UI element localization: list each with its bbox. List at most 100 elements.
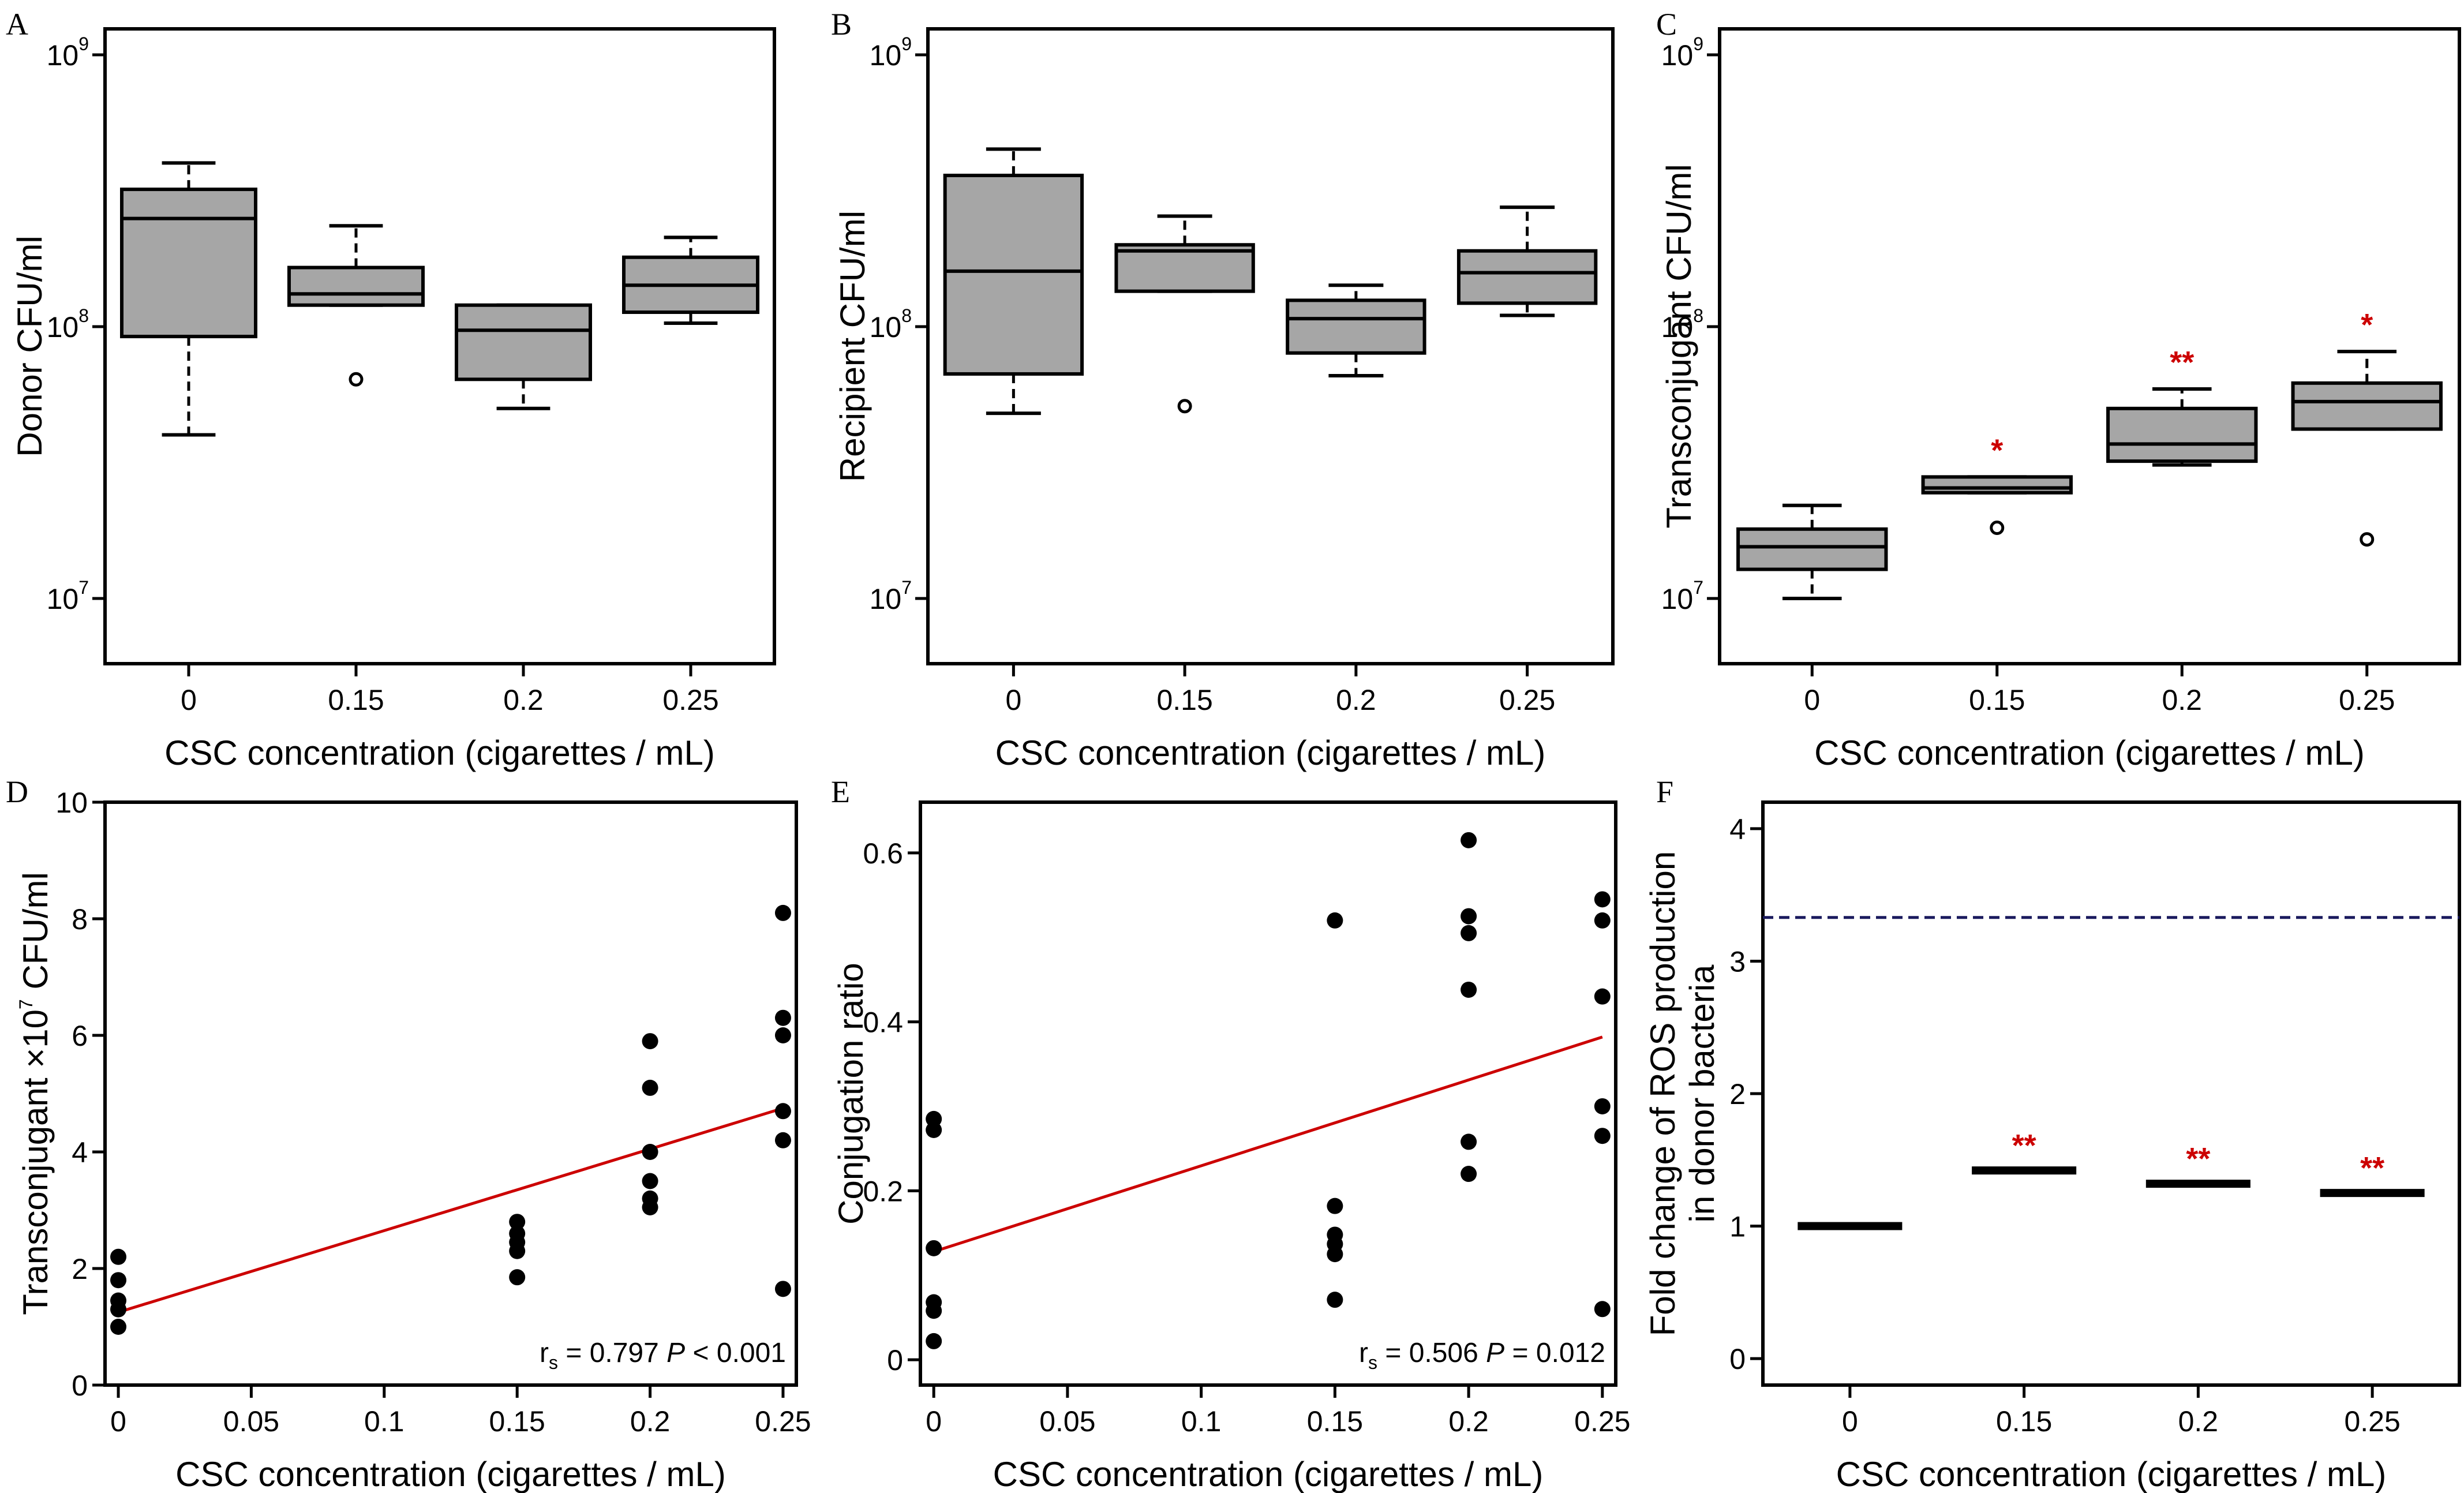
data-point <box>926 1303 942 1319</box>
x-tick-label: 0.1 <box>1181 1405 1222 1438</box>
y-axis-title: Transconjugant CFU/ml <box>1660 164 1698 528</box>
panel-label: B <box>831 7 852 42</box>
stat-r: r <box>1359 1338 1368 1368</box>
stat-value: = 0.797 <box>558 1338 666 1368</box>
significance-marker: * <box>2361 308 2373 342</box>
significance-marker: ** <box>2012 1128 2036 1163</box>
data-point <box>509 1214 526 1230</box>
data-point <box>642 1033 658 1050</box>
x-tick-label: 0.2 <box>2162 684 2202 716</box>
data-point <box>509 1269 526 1286</box>
box-0 <box>120 161 257 437</box>
box-0.2 <box>455 303 592 410</box>
x-tick-label: 0.15 <box>328 684 384 716</box>
data-point <box>774 1009 791 1026</box>
stat-p-value: < 0.001 <box>685 1338 786 1368</box>
stat-subscript: s <box>1368 1352 1377 1373</box>
y-tick-label: 0 <box>1729 1343 1746 1375</box>
y-tick-label: 6 <box>72 1020 88 1052</box>
tick-exponent: 7 <box>901 577 912 598</box>
significance-marker: ** <box>2360 1151 2384 1185</box>
data-point <box>1327 912 1343 929</box>
y-axis-title: Conjugation ratio <box>832 963 870 1225</box>
data-point <box>1594 1128 1611 1144</box>
y-axis-title: Fold change of ROS productionin donor ba… <box>1643 851 1721 1337</box>
data-point <box>642 1079 658 1096</box>
data-point <box>509 1243 526 1259</box>
outlier-point <box>1177 399 1192 414</box>
x-axis-title: CSC concentration (cigarettes / mL) <box>995 734 1546 772</box>
tick-exponent: 8 <box>1693 305 1703 326</box>
y-tick-label: 107 <box>870 577 912 615</box>
tick-exponent: 9 <box>78 33 89 54</box>
box-0.25 <box>622 235 759 325</box>
stat-subscript: s <box>549 1352 558 1373</box>
box-0.2 <box>1286 283 1426 378</box>
x-tick-label: 0.15 <box>1307 1405 1363 1438</box>
data-point <box>110 1272 127 1289</box>
tick-exponent: 7 <box>1693 577 1703 598</box>
x-tick-label: 0.25 <box>2344 1405 2400 1438</box>
data-point <box>1461 832 1477 848</box>
y-tick-label: 109 <box>47 33 89 72</box>
y-axis-title: Recipient CFU/ml <box>833 211 872 482</box>
box-0 <box>943 147 1084 416</box>
data-point <box>774 1027 791 1043</box>
x-tick-label: 0.15 <box>1969 684 2025 716</box>
y-tick-label: 2 <box>72 1253 88 1285</box>
data-point <box>1461 1133 1477 1150</box>
y-tick-label: 1 <box>1729 1211 1746 1243</box>
data-point <box>110 1319 127 1335</box>
data-point <box>1461 981 1477 998</box>
outlier-point <box>2360 532 2375 547</box>
box-0.15 <box>1114 214 1255 414</box>
y-tick-label: 108 <box>47 305 89 343</box>
x-tick-label: 0.2 <box>630 1405 671 1438</box>
data-point <box>642 1173 658 1189</box>
data-point <box>926 1240 942 1256</box>
data-point <box>1594 1098 1611 1114</box>
data-point <box>774 1103 791 1120</box>
box-0.25 <box>1456 205 1598 317</box>
regression-line <box>933 1035 1603 1253</box>
x-tick-label: 0.25 <box>755 1405 811 1438</box>
iqr-box <box>120 188 257 339</box>
x-axis-title: CSC concentration (cigarettes / mL) <box>175 1455 726 1493</box>
y-tick-label: 0.6 <box>863 837 903 870</box>
y-tick-label: 8 <box>72 903 88 936</box>
tick-base: 10 <box>47 311 79 343</box>
data-point <box>1327 1198 1343 1214</box>
stat-r: r <box>540 1338 549 1368</box>
data-point <box>774 1281 791 1297</box>
correlation-stat: rs = 0.506 P = 0.012 <box>1359 1338 1605 1373</box>
tick-exponent: 9 <box>1693 33 1703 54</box>
data-point <box>1327 1246 1343 1263</box>
x-tick-label: 0.2 <box>1336 684 1376 716</box>
iqr-box <box>1286 298 1426 355</box>
box-0.25: * <box>2291 308 2443 547</box>
regression-line <box>118 1106 784 1314</box>
x-tick-label: 0.15 <box>489 1405 545 1438</box>
tick-base: 10 <box>1661 583 1694 615</box>
panel-f: F 0 1 2 3 4 0 0.15 0.2 0.25 Fold change of ROS pro… <box>1643 774 2461 1493</box>
correlation-stat: rs = 0.797 P < 0.001 <box>540 1338 786 1373</box>
x-axis-title: CSC concentration (cigarettes / mL) <box>1836 1455 2387 1493</box>
plot-frame <box>926 27 1615 665</box>
tick-base: 10 <box>870 311 902 343</box>
plot-frame <box>1718 27 2461 665</box>
y-tick-label: 0.2 <box>863 1175 903 1207</box>
y-tick-label: 108 <box>1661 305 1703 343</box>
data-point <box>774 1132 791 1148</box>
panel-e: E 0 0.2 0.4 0.6 0 0.05 0.1 0.15 0.2 0.25 Conjugatio… <box>831 774 1630 1493</box>
outlier-point <box>1990 521 2005 536</box>
y-tick-label: 109 <box>870 33 912 72</box>
x-axis-title: CSC concentration (cigarettes / mL) <box>164 734 715 772</box>
stat-p: P <box>1486 1338 1504 1368</box>
tick-base: 10 <box>870 583 902 615</box>
tick-exponent: 8 <box>78 305 89 326</box>
plot-frame <box>919 800 1617 1387</box>
y-title-line1: Fold change of ROS production <box>1643 851 1682 1337</box>
significance-marker: ** <box>2186 1142 2210 1176</box>
y-tick-label: 108 <box>870 305 912 343</box>
